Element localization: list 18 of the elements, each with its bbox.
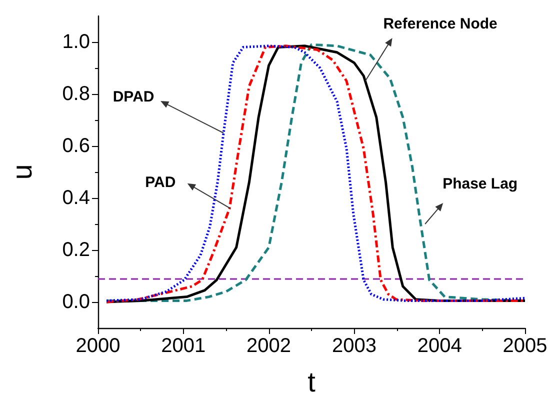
annotation: PAD xyxy=(145,174,176,191)
x-tick-label: 2003 xyxy=(332,335,376,357)
x-tick-label: 2001 xyxy=(161,335,206,357)
annotation: Reference Node xyxy=(383,16,498,32)
y-tick-label: 0.8 xyxy=(62,83,90,105)
y-axis-title: u xyxy=(6,164,38,180)
x-tick-label: 2002 xyxy=(246,335,292,357)
x-tick-label: 2005 xyxy=(502,335,548,357)
y-tick-label: 1.0 xyxy=(62,31,90,53)
x-tick-label: 2000 xyxy=(76,335,120,357)
x-tick-label: 2004 xyxy=(417,335,462,357)
x-axis-title: t xyxy=(308,366,316,398)
annotation: DPAD xyxy=(112,88,154,106)
y-tick-label: 0.0 xyxy=(62,291,90,313)
y-tick-label: 0.4 xyxy=(62,187,90,209)
y-tick-label: 0.6 xyxy=(62,135,90,157)
y-tick-label: 0.2 xyxy=(62,239,90,261)
annotation: Phase Lag xyxy=(442,176,518,192)
